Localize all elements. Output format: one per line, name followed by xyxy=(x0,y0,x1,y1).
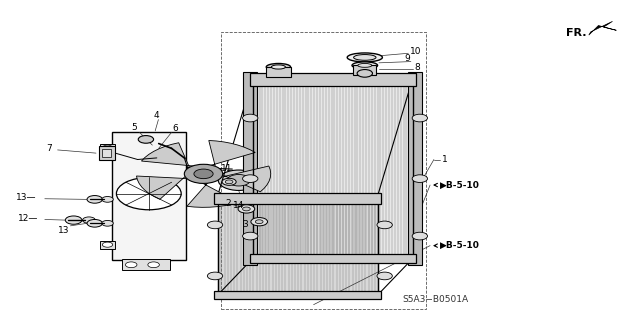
Circle shape xyxy=(102,220,113,226)
Circle shape xyxy=(243,175,258,182)
Text: 3: 3 xyxy=(243,220,248,229)
Bar xyxy=(221,32,426,309)
Circle shape xyxy=(125,262,137,268)
Ellipse shape xyxy=(271,65,285,69)
Circle shape xyxy=(116,177,181,210)
Text: 12—: 12— xyxy=(18,214,38,223)
Text: 13—: 13— xyxy=(16,193,36,202)
Circle shape xyxy=(412,232,428,240)
Circle shape xyxy=(357,70,372,77)
Circle shape xyxy=(83,217,95,223)
Bar xyxy=(112,132,186,260)
Ellipse shape xyxy=(266,63,291,70)
Text: 4: 4 xyxy=(154,111,159,120)
Text: 5: 5 xyxy=(132,123,137,132)
Bar xyxy=(100,144,115,152)
Circle shape xyxy=(243,232,258,240)
Circle shape xyxy=(218,170,259,190)
Circle shape xyxy=(138,136,154,143)
Text: 13: 13 xyxy=(58,226,70,235)
Ellipse shape xyxy=(348,53,383,62)
Bar xyxy=(266,67,291,77)
Bar xyxy=(253,78,413,258)
Text: 1: 1 xyxy=(442,155,447,164)
Ellipse shape xyxy=(354,55,376,60)
Circle shape xyxy=(412,114,428,122)
Bar xyxy=(99,146,115,160)
Text: 8: 8 xyxy=(415,63,420,72)
Circle shape xyxy=(412,175,428,182)
Circle shape xyxy=(207,272,223,280)
Bar xyxy=(250,73,416,86)
Bar xyxy=(353,65,376,75)
Circle shape xyxy=(87,219,102,227)
Circle shape xyxy=(255,220,263,224)
Circle shape xyxy=(184,164,223,183)
Circle shape xyxy=(102,242,113,247)
Bar xyxy=(218,196,378,295)
Circle shape xyxy=(377,272,392,280)
Circle shape xyxy=(102,145,113,150)
Bar xyxy=(122,259,170,270)
Text: 7: 7 xyxy=(46,144,52,153)
Bar xyxy=(408,72,422,265)
Circle shape xyxy=(65,216,82,224)
Text: 10: 10 xyxy=(410,48,421,56)
Circle shape xyxy=(207,221,223,229)
Ellipse shape xyxy=(358,63,372,67)
Text: 9: 9 xyxy=(404,54,410,63)
Polygon shape xyxy=(141,143,195,168)
Bar xyxy=(250,254,416,263)
Text: 11: 11 xyxy=(221,164,232,173)
Circle shape xyxy=(377,221,392,229)
Polygon shape xyxy=(589,21,616,35)
Circle shape xyxy=(102,197,113,202)
Circle shape xyxy=(251,218,268,226)
Bar xyxy=(102,149,111,157)
Text: ▶B-5-10: ▶B-5-10 xyxy=(440,181,479,189)
Polygon shape xyxy=(220,166,271,192)
Ellipse shape xyxy=(352,62,378,69)
Bar xyxy=(214,193,381,204)
Polygon shape xyxy=(187,182,239,207)
Circle shape xyxy=(194,169,213,179)
Text: 14: 14 xyxy=(233,201,244,210)
Circle shape xyxy=(222,178,236,185)
Circle shape xyxy=(227,174,250,186)
Text: 2: 2 xyxy=(225,199,231,208)
Text: FR.: FR. xyxy=(566,28,587,39)
Circle shape xyxy=(225,180,233,184)
Circle shape xyxy=(238,205,255,213)
Circle shape xyxy=(243,207,250,211)
Text: 6: 6 xyxy=(173,124,179,133)
Polygon shape xyxy=(209,140,255,167)
Bar xyxy=(214,291,381,299)
Text: ▶B-5-10: ▶B-5-10 xyxy=(440,241,479,250)
Bar xyxy=(100,241,115,249)
Text: S5A3−B0501A: S5A3−B0501A xyxy=(402,295,468,304)
Circle shape xyxy=(87,196,102,203)
Polygon shape xyxy=(136,176,188,199)
Circle shape xyxy=(243,114,258,122)
Bar xyxy=(243,72,257,265)
Circle shape xyxy=(148,262,159,268)
